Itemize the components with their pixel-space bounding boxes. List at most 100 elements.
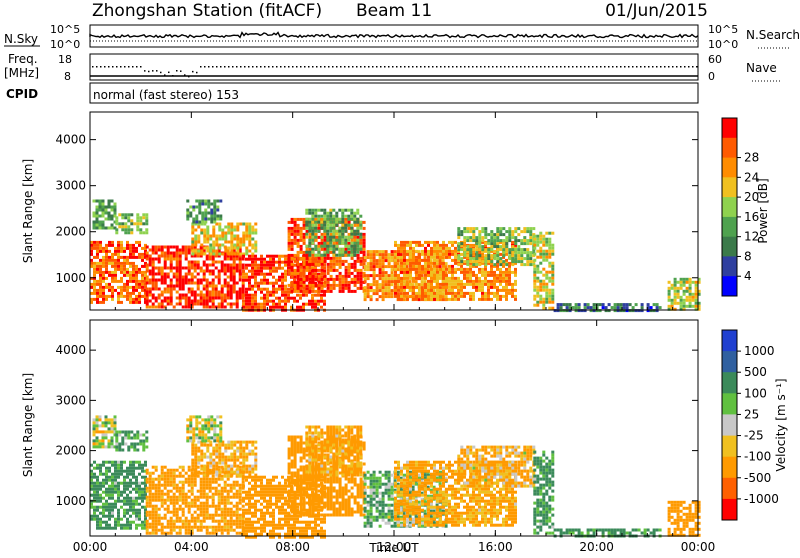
velocity-cell [152,520,155,523]
power-cell [472,233,475,236]
power-cell [120,277,123,280]
velocity-cell [142,434,145,437]
power-cell [230,264,233,267]
power-cell [341,248,344,251]
power-cell [300,281,303,284]
velocity-cell [230,487,233,490]
velocity-cell [179,517,182,520]
power-cell [367,256,370,259]
velocity-cell [221,532,224,535]
velocity-cell [132,461,135,464]
power-cell [135,286,138,289]
power-cell [266,291,269,294]
power-cell [170,288,173,291]
nave-point [204,66,206,68]
power-cell [294,272,297,275]
velocity-cell [96,464,99,467]
power-cell [514,251,517,254]
velocity-cell [130,431,133,434]
power-cell [317,254,320,257]
velocity-cell [176,517,179,520]
power-cell [493,239,496,242]
power-cell [339,263,342,266]
nave-point [604,66,606,68]
velocity-cell [138,467,141,470]
velocity-cell [182,484,185,487]
velocity-cell [105,467,108,470]
power-cell [335,212,338,215]
power-cell [356,218,359,221]
power-cell [484,283,487,286]
power-cell [317,303,320,306]
velocity-cell [176,511,179,514]
velocity-cell [135,476,138,479]
power-cell [341,233,344,236]
power-cell [373,271,376,274]
power-cell [427,289,430,292]
velocity-cell [212,475,215,478]
power-cell [533,280,536,283]
power-cell [403,298,406,301]
power-cell [475,251,478,254]
power-cell [539,295,542,298]
power-cell [442,256,445,259]
velocity-cell [176,496,179,499]
power-cell [99,286,102,289]
power-cell [342,260,345,263]
power-cell [382,253,385,256]
velocity-cell [203,493,206,496]
velocity-cell [152,466,155,469]
power-cell [466,283,469,286]
nave-point [160,72,162,74]
power-cell [227,253,230,256]
velocity-cell [200,526,203,529]
power-cell [210,215,213,218]
velocity-cell [132,506,135,509]
power-cell [347,224,350,227]
power-cell [146,264,149,267]
power-cell [505,277,508,280]
power-cell [536,265,539,268]
velocity-cell [212,493,215,496]
velocity-cell [218,529,221,532]
power-cell [545,244,548,247]
velocity-cell [120,491,123,494]
power-cell [312,281,315,284]
power-colorbar-tick-label: 28 [744,151,759,165]
power-cell [200,297,203,300]
power-cell [508,236,511,239]
velocity-cell [218,520,221,523]
power-cell [478,277,481,280]
velocity-cell [224,529,227,532]
power-cell [239,276,242,279]
power-cell [120,271,123,274]
velocity-cell [114,473,117,476]
power-cell [314,209,317,212]
velocity-cell [188,511,191,514]
power-cell [161,303,164,306]
power-cell [364,265,367,268]
power-cell [254,255,257,258]
power-cell [260,273,263,276]
power-cell [105,247,108,250]
power-cell [514,283,517,286]
velocity-cell [233,496,236,499]
power-cell [309,257,312,260]
nave-point [452,66,454,68]
power-cell [430,262,433,265]
power-cell [338,254,341,257]
power-cell [248,241,251,244]
velocity-cell [141,470,144,473]
power-cell [239,264,242,267]
power-cell [668,287,671,290]
velocity-cell [133,449,136,452]
power-cell [281,273,284,276]
power-cell [130,222,133,225]
velocity-cell [121,437,124,440]
power-cell [146,255,149,258]
power-cell [508,248,511,251]
velocity-cell [158,475,161,478]
power-cell [415,298,418,301]
power-cell [236,241,239,244]
power-cell [451,292,454,295]
